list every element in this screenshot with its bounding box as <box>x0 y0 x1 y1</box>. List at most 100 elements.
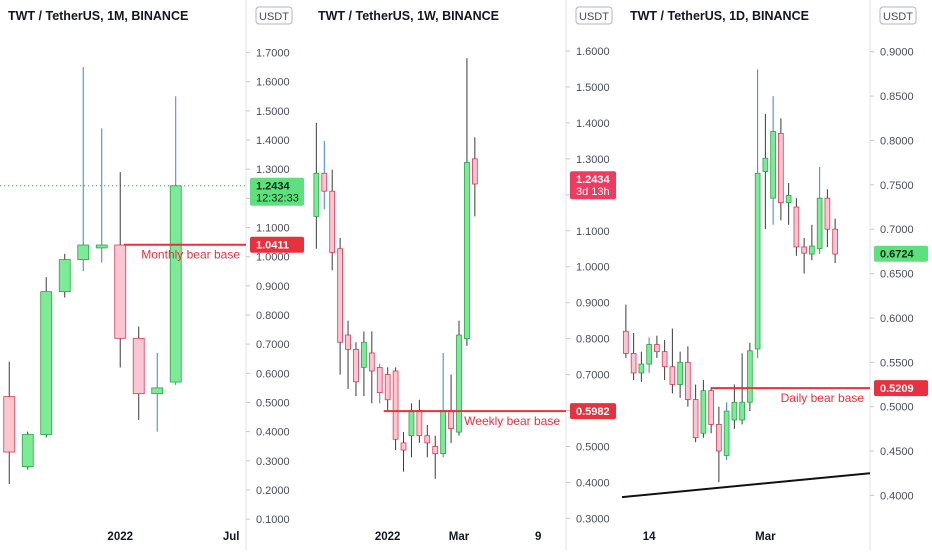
candle <box>384 367 391 411</box>
candle <box>793 198 800 256</box>
y-tick-label: 1.5000 <box>576 82 610 94</box>
candle-body <box>337 248 343 343</box>
bear-base-label: Monthly bear base <box>141 248 240 262</box>
y-tick-label: 0.5000 <box>880 402 914 414</box>
candle-body <box>785 195 792 203</box>
candle-body <box>432 446 439 455</box>
bear-price-tag <box>570 403 616 420</box>
candle-body <box>669 366 676 385</box>
candle <box>778 118 784 221</box>
last-price-tag-text: 0.6724 <box>880 249 915 261</box>
candle-body <box>692 399 699 439</box>
candle-body <box>95 244 108 249</box>
candle <box>654 335 660 358</box>
bear-price-tag-text: 0.5209 <box>880 383 914 395</box>
candle <box>132 326 145 420</box>
candle-body <box>646 344 652 365</box>
candle-body <box>361 341 367 368</box>
candle-body <box>661 351 668 368</box>
candle <box>376 363 383 404</box>
chart-panel-2: TWT / TetherUS, 1W, BINANCE USDT 1.6000 1.5… <box>313 0 616 550</box>
candle-body <box>747 350 753 403</box>
candle-body <box>448 410 454 429</box>
x-tick-label: Mar <box>755 531 776 543</box>
candle <box>754 69 761 358</box>
y-tick-label: 0.9000 <box>256 281 290 293</box>
currency-label[interactable]: USDT <box>579 11 609 23</box>
y-tick-label: 0.5000 <box>256 397 290 409</box>
candle <box>762 113 769 230</box>
candle <box>40 277 53 438</box>
last-price-tag <box>570 171 616 200</box>
candle <box>58 253 71 298</box>
x-tick-label: Jul <box>223 531 240 543</box>
chart-title: TWT / TetherUS, 1W, BINANCE <box>318 9 499 23</box>
candle <box>361 331 367 397</box>
currency-label[interactable]: USDT <box>259 11 289 23</box>
y-tick-label: 1.4000 <box>256 135 290 147</box>
candle <box>809 224 815 261</box>
candle <box>416 399 423 443</box>
y-tick-label: 0.4000 <box>880 490 914 502</box>
y-tick-label: 0.9000 <box>576 298 610 310</box>
candle <box>700 380 707 438</box>
last-price-countdown: 12:32:33 <box>256 193 299 205</box>
candle-body <box>471 158 478 185</box>
candle-body <box>114 244 127 339</box>
candle-body <box>329 190 336 253</box>
y-tick-label: 1.0000 <box>256 252 290 264</box>
currency-button[interactable] <box>879 6 917 25</box>
bear-price-tag <box>250 236 304 253</box>
candle <box>456 320 462 436</box>
candle <box>77 67 90 272</box>
bear-price-tag <box>874 380 928 397</box>
candle-body <box>151 387 164 395</box>
candle-body <box>630 353 637 374</box>
candle-body <box>677 361 683 385</box>
y-tick-label: 0.8000 <box>880 135 914 147</box>
candle-body <box>793 206 800 248</box>
candle <box>723 402 730 460</box>
y-tick-label: 1.1000 <box>256 223 290 235</box>
candle-body <box>816 197 823 250</box>
candle <box>337 237 343 375</box>
support-trendline[interactable] <box>622 472 870 499</box>
y-tick-label: 0.3000 <box>256 456 290 468</box>
y-tick-label: 0.4000 <box>576 477 610 489</box>
x-tick-label: 14 <box>643 531 656 543</box>
currency-label[interactable]: USDT <box>883 11 913 23</box>
candle-body <box>440 410 447 455</box>
candle <box>816 167 823 255</box>
chart-panel-3: TWT / TetherUS, 1D, BINANCE USDT 0.9000 0.8… <box>622 0 928 550</box>
bear-price-tag-text: 0.5982 <box>576 406 610 418</box>
candle <box>685 346 691 407</box>
y-tick-label: 1.3000 <box>576 154 610 166</box>
y-tick-label: 1.5000 <box>256 106 290 118</box>
candle <box>392 367 399 451</box>
candle-body <box>824 197 831 230</box>
chart-panel-1: TWT / TetherUS, 1M, BINANCE USDT 1.7000 1.6… <box>0 0 304 550</box>
candle-body <box>132 337 145 395</box>
candle <box>731 384 738 429</box>
candle <box>3 361 16 485</box>
y-tick-label: 0.7500 <box>880 180 914 192</box>
y-tick-label: 0.4500 <box>880 446 914 458</box>
candle <box>708 387 714 434</box>
candle-body <box>809 245 815 255</box>
candle-body <box>723 410 730 456</box>
y-tick-label: 1.3000 <box>256 164 290 176</box>
currency-button[interactable] <box>575 6 613 25</box>
candle <box>692 384 699 443</box>
candle <box>21 431 34 470</box>
plot-area <box>622 69 870 499</box>
candle <box>432 435 439 479</box>
candle-body <box>384 374 391 401</box>
y-tick-label: 0.5000 <box>576 441 610 453</box>
currency-button[interactable] <box>255 6 293 25</box>
candle-body <box>638 363 645 374</box>
last-price-tag <box>874 245 928 262</box>
candle-body <box>654 344 660 353</box>
x-tick-label: Mar <box>449 531 470 543</box>
